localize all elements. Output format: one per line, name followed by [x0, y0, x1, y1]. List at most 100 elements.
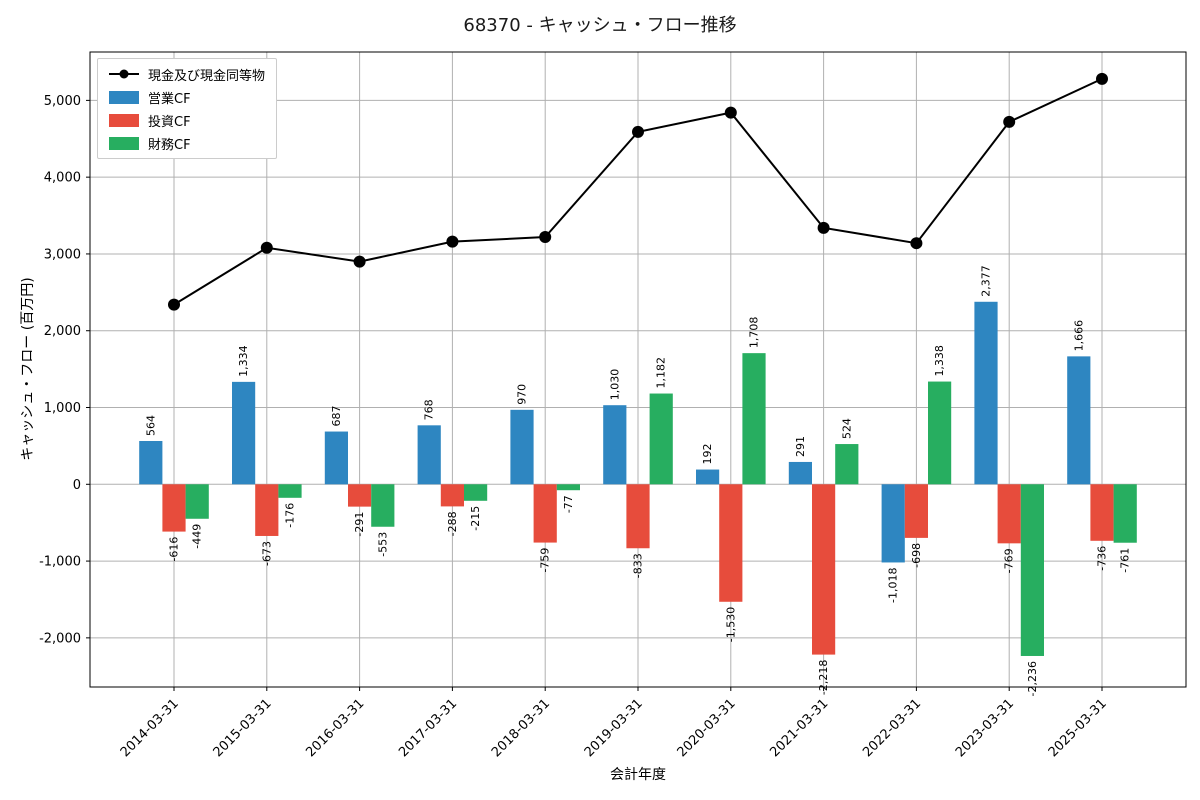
bar-営業CF-2021-03-31 — [788, 461, 812, 485]
bar-value-label: 970 — [516, 384, 529, 405]
cash-line-point — [817, 221, 830, 234]
bar-value-label: -1,018 — [887, 567, 900, 602]
bar-value-label: -833 — [632, 553, 645, 578]
bar-value-label: -176 — [284, 503, 297, 528]
bar-財務CF-2019-03-31 — [649, 393, 673, 485]
bar-投資CF-2025-03-31 — [1090, 484, 1114, 541]
bar-営業CF-2025-03-31 — [1067, 356, 1091, 485]
bar-財務CF-2014-03-31 — [185, 484, 209, 519]
legend-item-investing-cf: 投資CF — [109, 112, 265, 130]
investing-cf-swatch — [109, 113, 139, 127]
bar-value-label: -2,236 — [1026, 661, 1039, 696]
cash-line-point — [910, 237, 923, 250]
bar-投資CF-2015-03-31 — [255, 484, 279, 536]
cash-line-point — [632, 125, 644, 138]
bar-value-label: 1,666 — [1072, 320, 1085, 352]
legend-item-cash-line: 現金及び現金同等物 — [109, 66, 265, 84]
cash-line-point — [724, 106, 737, 119]
bar-value-label: 192 — [701, 444, 714, 465]
y-tick-label: 2,000 — [44, 324, 81, 339]
cash-line-point — [1096, 72, 1108, 85]
operating-cf-swatch — [109, 90, 139, 104]
bar-value-label: -761 — [1119, 548, 1132, 573]
bar-営業CF-2017-03-31 — [417, 425, 441, 485]
cash-line-point — [1003, 115, 1016, 128]
bar-営業CF-2015-03-31 — [232, 381, 256, 485]
legend-item-operating-cf: 営業CF — [109, 89, 265, 107]
bar-財務CF-2020-03-31 — [742, 353, 766, 485]
x-tick-label: 2021-03-31 — [767, 696, 831, 760]
bar-営業CF-2016-03-31 — [324, 431, 348, 485]
legend-label-operating: 営業CF — [148, 91, 191, 107]
bar-財務CF-2017-03-31 — [464, 484, 488, 501]
bar-財務CF-2016-03-31 — [371, 484, 395, 527]
y-axis-label: キャッシュ・フロー (百万円) — [20, 277, 36, 461]
bar-value-label: -698 — [910, 543, 923, 568]
bar-投資CF-2022-03-31 — [904, 484, 928, 538]
bar-財務CF-2022-03-31 — [928, 381, 952, 485]
x-tick-label: 2022-03-31 — [860, 696, 924, 760]
legend-label-financing: 財務CF — [148, 137, 191, 153]
y-tick-label: 0 — [73, 478, 81, 493]
bar-営業CF-2020-03-31 — [696, 469, 720, 485]
bar-value-label: -291 — [353, 512, 366, 537]
bar-value-label: -77 — [562, 495, 575, 513]
bar-value-label: 564 — [144, 415, 157, 436]
bar-財務CF-2025-03-31 — [1113, 484, 1137, 543]
cash-line-point — [539, 231, 552, 244]
bar-value-label: 687 — [330, 406, 343, 427]
bar-value-label: 1,334 — [237, 345, 250, 377]
bar-投資CF-2023-03-31 — [997, 484, 1021, 544]
bar-財務CF-2021-03-31 — [835, 444, 859, 485]
bar-投資CF-2014-03-31 — [162, 484, 186, 532]
bar-value-label: 1,338 — [933, 345, 946, 377]
bar-value-label: -759 — [539, 548, 552, 573]
bar-value-label: -736 — [1096, 546, 1109, 571]
bar-営業CF-2023-03-31 — [974, 301, 998, 485]
y-tick-label: -1,000 — [39, 555, 81, 570]
bar-value-label: 524 — [840, 418, 853, 439]
bar-投資CF-2020-03-31 — [719, 484, 743, 602]
bar-value-label: 2,377 — [980, 265, 993, 297]
bar-value-label: -215 — [469, 506, 482, 531]
bar-value-label: 1,708 — [748, 317, 761, 349]
bar-value-label: -449 — [191, 524, 204, 549]
bar-value-label: 291 — [794, 436, 807, 457]
financing-cf-swatch — [109, 136, 139, 150]
x-tick-label: 2025-03-31 — [1046, 696, 1110, 760]
x-tick-label: 2019-03-31 — [582, 696, 646, 760]
bar-財務CF-2018-03-31 — [556, 484, 580, 491]
y-tick-label: 4,000 — [44, 171, 81, 186]
cash-line-point — [446, 235, 459, 248]
bar-財務CF-2015-03-31 — [278, 484, 302, 498]
cash-line-point — [168, 298, 180, 311]
legend-label-investing: 投資CF — [148, 114, 191, 130]
bar-value-label: -616 — [168, 537, 181, 562]
y-tick-label: 5,000 — [44, 94, 81, 109]
cash-line-point — [260, 241, 273, 254]
legend: 現金及び現金同等物 営業CF 投資CF 財務CF — [97, 58, 278, 159]
x-tick-label: 2018-03-31 — [489, 696, 553, 760]
bar-value-label: -288 — [446, 511, 459, 536]
y-tick-label: -2,000 — [39, 631, 81, 646]
y-tick-label: 1,000 — [44, 401, 81, 416]
x-tick-label: 2017-03-31 — [396, 696, 460, 760]
x-axis-label: 会計年度 — [610, 767, 666, 783]
bar-投資CF-2017-03-31 — [440, 484, 464, 507]
legend-item-financing-cf: 財務CF — [109, 135, 265, 153]
bar-value-label: 1,030 — [608, 369, 621, 401]
line-marker-icon — [109, 69, 139, 79]
x-tick-label: 2015-03-31 — [211, 696, 275, 760]
bar-営業CF-2018-03-31 — [510, 409, 534, 485]
bar-value-label: -553 — [376, 532, 389, 557]
bar-投資CF-2018-03-31 — [533, 484, 557, 543]
bar-value-label: -1,530 — [724, 607, 737, 642]
bar-財務CF-2023-03-31 — [1020, 484, 1044, 656]
bar-投資CF-2016-03-31 — [348, 484, 372, 507]
y-tick-label: 3,000 — [44, 247, 81, 262]
bar-営業CF-2014-03-31 — [139, 440, 163, 485]
x-tick-label: 2014-03-31 — [118, 696, 182, 760]
bar-value-label: -673 — [260, 541, 273, 566]
bar-value-label: -2,218 — [817, 660, 830, 695]
